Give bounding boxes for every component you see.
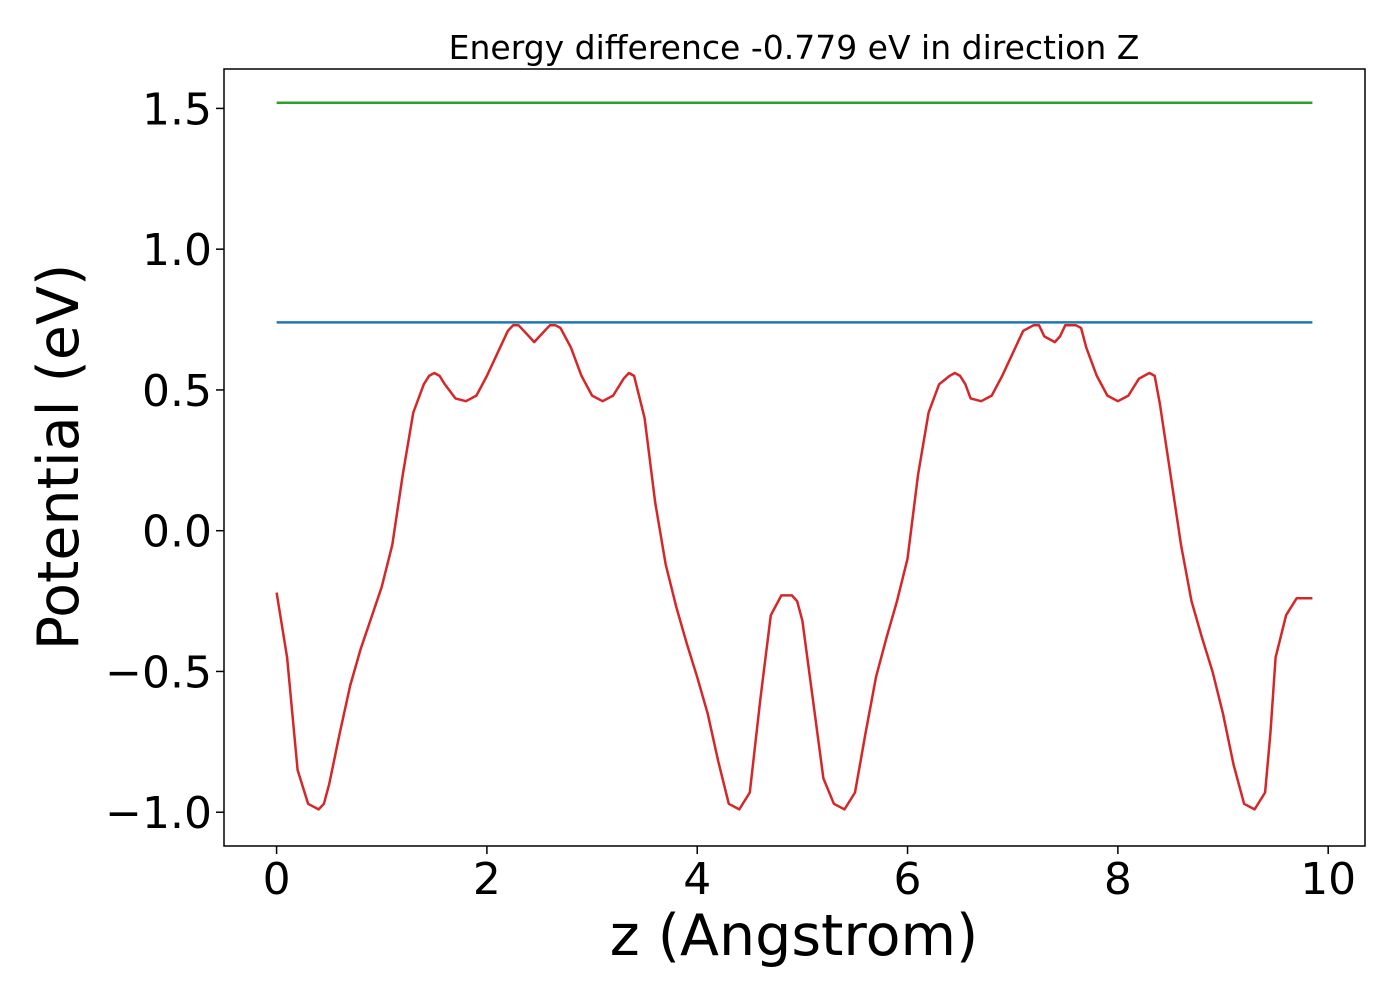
plot-background [224, 69, 1365, 846]
chart-title: Energy difference -0.779 eV in direction… [449, 28, 1140, 67]
y-tick-label: −0.5 [105, 647, 212, 698]
x-tick-label: 6 [894, 854, 922, 905]
x-tick-label: 2 [473, 854, 501, 905]
series-line-0 [275, 323, 1313, 811]
x-tick-label: 10 [1300, 854, 1356, 905]
y-tick-label: 0.5 [142, 366, 212, 417]
plot-frame [223, 68, 1366, 847]
y-tick-label: 0.0 [142, 507, 212, 558]
y-axis-label: Potential (eV) [26, 264, 92, 650]
y-axis-ticks: −1.0 −0.5 0.0 0.5 1.0 1.5 [105, 84, 224, 839]
x-tick-label: 8 [1104, 854, 1132, 905]
x-axis-label: z (Angstrom) [610, 903, 978, 969]
x-axis-ticks: 0 2 4 6 8 10 [263, 846, 1356, 905]
y-tick-label: −1.0 [105, 788, 212, 839]
series-layer [275, 101, 1313, 811]
y-tick-label: 1.5 [142, 84, 212, 135]
x-tick-label: 0 [263, 854, 291, 905]
y-tick-label: 1.0 [142, 225, 212, 276]
x-tick-label: 4 [683, 854, 711, 905]
